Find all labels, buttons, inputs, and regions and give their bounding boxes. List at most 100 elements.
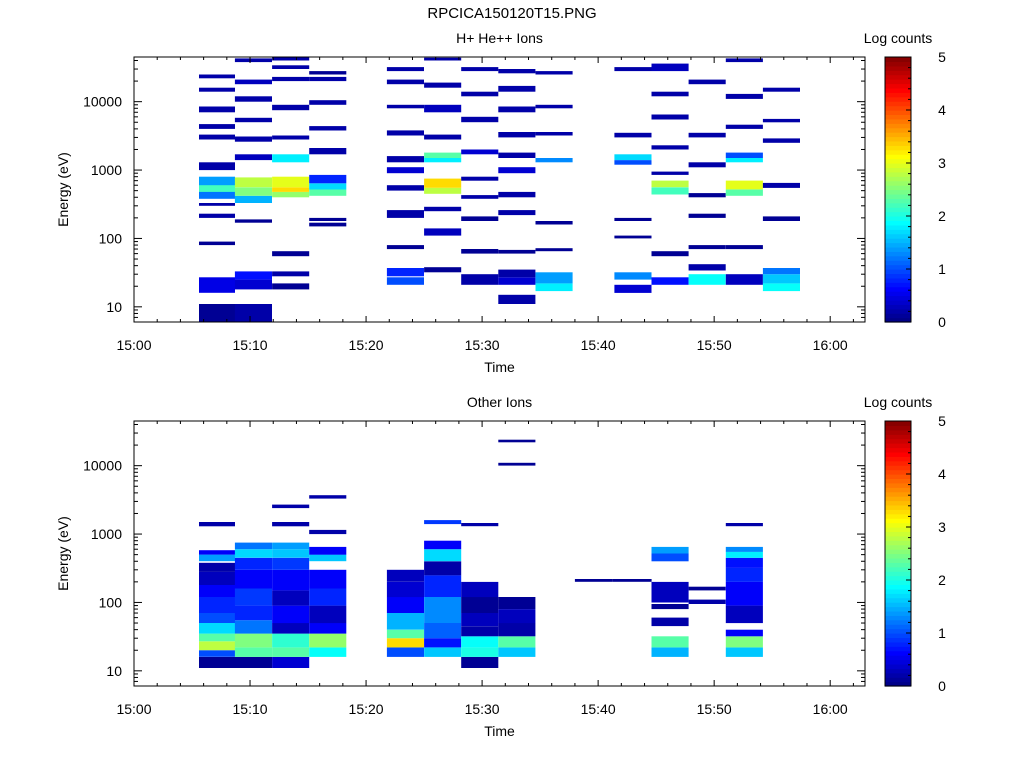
heatmap-cell xyxy=(272,135,310,140)
colorbar-tick-label: 4 xyxy=(938,466,946,482)
heatmap-cell xyxy=(386,581,424,598)
heatmap-cell xyxy=(614,284,652,293)
heatmap-cell xyxy=(461,613,499,627)
colorbar-tick-label: 2 xyxy=(938,208,946,224)
colorbar-segment xyxy=(885,553,911,559)
colorbar-segment xyxy=(885,269,911,275)
heatmap-cell xyxy=(386,67,424,72)
heatmap-cell xyxy=(725,647,763,657)
heatmap-cell xyxy=(461,656,499,668)
heatmap-cell xyxy=(424,561,462,576)
heatmap-cell xyxy=(234,219,272,223)
heatmap-cell xyxy=(234,58,272,63)
heatmap-cell xyxy=(762,138,800,143)
heatmap-cell xyxy=(762,118,800,123)
heatmap-cell xyxy=(199,633,235,642)
colorbar: 0 1 2 3 4 5 Log counts xyxy=(864,394,946,694)
heatmap-cell xyxy=(309,605,347,624)
x-tick-label: 16:00 xyxy=(813,701,848,717)
heatmap-cell xyxy=(498,636,536,648)
heatmap-cell xyxy=(498,210,536,216)
heatmap-cell xyxy=(725,557,763,568)
colorbar-segment xyxy=(885,110,911,116)
heatmap-cell xyxy=(309,623,347,634)
heatmap-cell xyxy=(424,520,462,525)
colorbar-tick-label: 2 xyxy=(938,572,946,588)
heatmap-cell xyxy=(272,154,310,163)
heatmap-cell xyxy=(725,636,763,648)
heatmap-cell xyxy=(199,176,235,186)
heatmap-cell xyxy=(234,136,272,142)
colorbar-segment xyxy=(885,313,911,319)
plot-frame xyxy=(133,56,866,323)
heatmap-cell xyxy=(762,268,800,275)
colorbar-segment xyxy=(885,308,911,314)
heatmap-cell xyxy=(199,182,235,192)
heatmap-cell xyxy=(309,588,347,606)
colorbar-segment xyxy=(885,425,911,431)
heatmap-cell xyxy=(309,189,347,196)
x-tick-label: 15:40 xyxy=(581,337,616,353)
colorbar-segment xyxy=(885,229,911,235)
heatmap-cell xyxy=(498,85,536,92)
y-tick-label: 100 xyxy=(99,230,123,246)
colorbar-segment xyxy=(885,171,911,177)
colorbar-segment xyxy=(885,242,911,248)
colorbar-segment xyxy=(885,619,911,625)
x-tick-label: 15:40 xyxy=(581,701,616,717)
colorbar-segment xyxy=(885,566,911,572)
heatmap-cell xyxy=(498,132,536,138)
x-tick-label: 15:50 xyxy=(697,337,732,353)
colorbar-segment xyxy=(885,500,911,506)
heatmap-cell xyxy=(309,529,347,535)
heatmap-cell xyxy=(272,647,310,657)
colorbar-tick-label: 1 xyxy=(938,625,946,641)
colorbar-segment xyxy=(885,105,911,111)
colorbar-segment xyxy=(885,562,911,568)
heatmap-cell xyxy=(461,523,499,527)
colorbar-segment xyxy=(885,465,911,471)
heatmap-cell xyxy=(386,130,424,136)
colorbar-segment xyxy=(885,286,911,292)
colorbar-segment xyxy=(885,655,911,661)
x-tick-label: 15:30 xyxy=(465,337,500,353)
heatmap-cell xyxy=(424,267,462,273)
figure-title: RPCICA150120T15.PNG xyxy=(427,5,597,22)
colorbar-segment xyxy=(885,474,911,480)
heatmap-cell xyxy=(725,93,763,99)
heatmap-cell xyxy=(386,210,424,218)
colorbar-segment xyxy=(885,469,911,475)
heatmap-cell xyxy=(651,604,689,610)
colorbar-segment xyxy=(885,180,911,186)
heatmap-cell xyxy=(272,104,310,111)
heatmap-cells xyxy=(199,57,800,322)
colorbar-segment xyxy=(885,255,911,261)
heatmap-cell xyxy=(424,623,462,639)
heatmap-cell xyxy=(386,569,424,582)
colorbar-tick-label: 5 xyxy=(938,49,946,65)
colorbar-segment xyxy=(885,504,911,510)
heatmap-cell xyxy=(498,249,536,254)
heatmap-cell xyxy=(234,656,272,668)
heatmap-cell xyxy=(461,647,499,657)
heatmap-cell xyxy=(762,182,800,188)
heatmap-cell xyxy=(614,154,652,161)
colorbar-segment xyxy=(885,518,911,524)
heatmap-cell xyxy=(386,167,424,174)
heatmap-cell xyxy=(272,283,310,290)
x-tick-label: 15:50 xyxy=(697,701,732,717)
colorbar-segment xyxy=(885,571,911,577)
heatmap-cell xyxy=(725,551,763,558)
heatmap-cell xyxy=(725,523,763,527)
heatmap-cell xyxy=(386,277,424,285)
heatmap-cell xyxy=(424,206,462,212)
heatmap-cell xyxy=(498,277,536,285)
heatmap-cell xyxy=(762,283,800,292)
heatmap-cell xyxy=(199,304,235,322)
colorbar-segment xyxy=(885,57,911,63)
colorbar-segment xyxy=(885,149,911,155)
heatmap-cell xyxy=(651,546,689,554)
heatmap-cell xyxy=(651,114,689,120)
heatmap-cell xyxy=(725,581,763,606)
colorbar-segment xyxy=(885,163,911,169)
